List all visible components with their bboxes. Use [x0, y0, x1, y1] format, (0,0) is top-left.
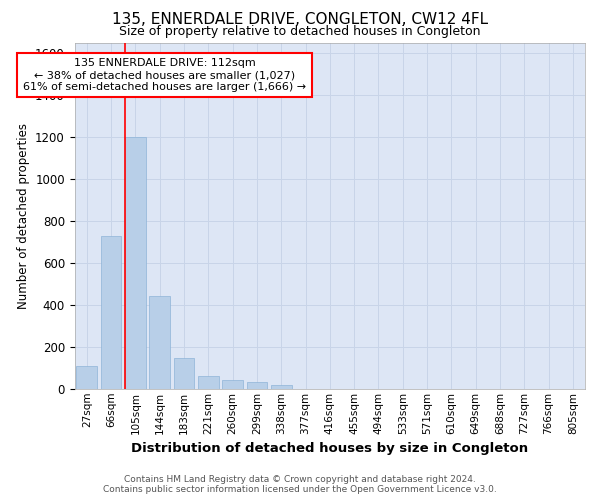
Bar [101, 236, 121, 389]
Bar [198, 376, 218, 389]
Text: Size of property relative to detached houses in Congleton: Size of property relative to detached ho… [119, 25, 481, 38]
Y-axis label: Number of detached properties: Number of detached properties [17, 122, 29, 308]
Text: 135 ENNERDALE DRIVE: 112sqm
← 38% of detached houses are smaller (1,027)
61% of : 135 ENNERDALE DRIVE: 112sqm ← 38% of det… [23, 58, 306, 92]
Bar [149, 296, 170, 389]
Bar [76, 366, 97, 389]
Text: Contains HM Land Registry data © Crown copyright and database right 2024.
Contai: Contains HM Land Registry data © Crown c… [103, 474, 497, 494]
Bar [125, 137, 146, 389]
Bar [271, 384, 292, 389]
Bar [173, 358, 194, 389]
Bar [222, 380, 243, 389]
Text: 135, ENNERDALE DRIVE, CONGLETON, CW12 4FL: 135, ENNERDALE DRIVE, CONGLETON, CW12 4F… [112, 12, 488, 28]
Bar [247, 382, 267, 389]
X-axis label: Distribution of detached houses by size in Congleton: Distribution of detached houses by size … [131, 442, 529, 455]
